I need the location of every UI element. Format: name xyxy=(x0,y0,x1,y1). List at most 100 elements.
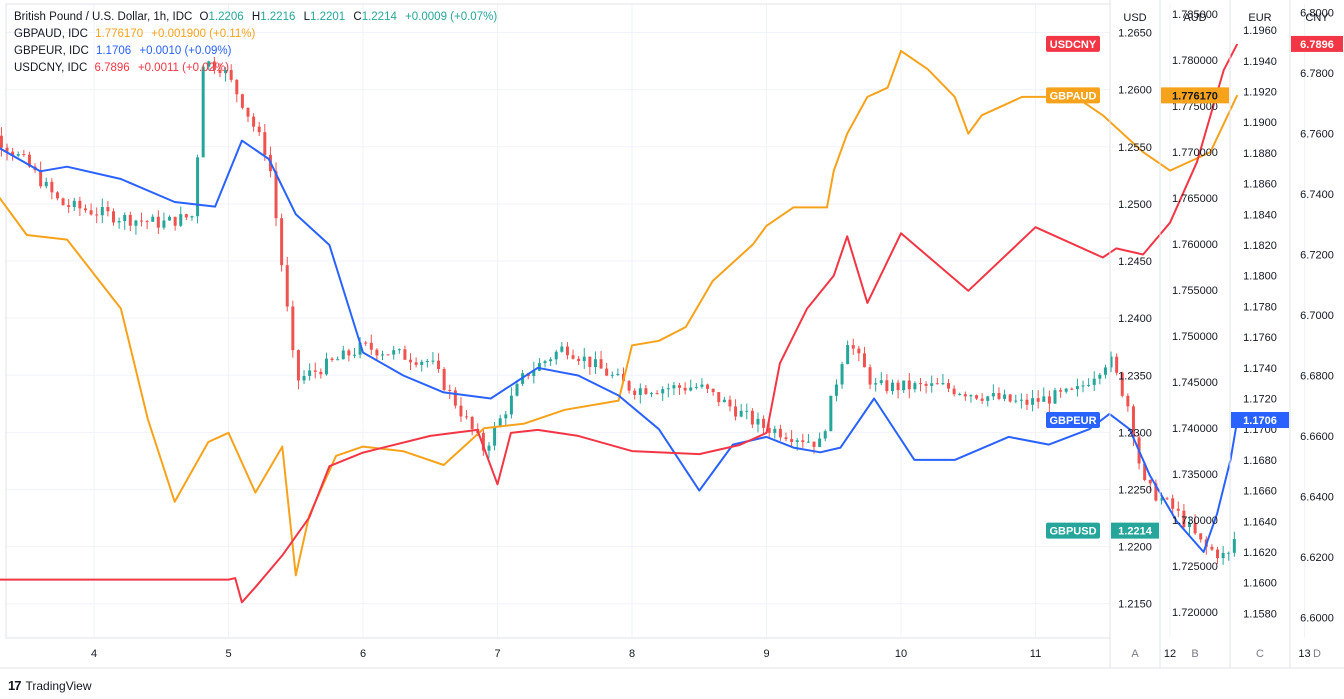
legend-gbpeur-change: +0.0010 (+0.09%) xyxy=(139,45,232,57)
candle-body xyxy=(123,214,127,222)
axis-currency-label: USD xyxy=(1123,12,1146,24)
candle-body xyxy=(829,395,833,432)
candle-body xyxy=(95,214,99,216)
candle-body xyxy=(112,211,116,223)
candle-body xyxy=(168,216,172,221)
axis-tick-label: 6.7600 xyxy=(1300,128,1334,140)
candle-body xyxy=(145,221,149,223)
series-price-text: 1.2214 xyxy=(1118,526,1153,538)
candle-body xyxy=(341,350,345,360)
candle-body xyxy=(72,200,76,207)
candle-body xyxy=(868,367,872,385)
candle-body xyxy=(543,361,547,364)
candle-body xyxy=(1081,385,1085,387)
candle-body xyxy=(1092,378,1096,385)
axis-tick-label: 1.745000 xyxy=(1172,377,1218,389)
candle-body xyxy=(1064,388,1068,392)
badge-gbpusd: GBPUSD 1.2214 xyxy=(1046,522,1159,539)
axis-tick-label: 1.765000 xyxy=(1172,193,1218,205)
candle-body xyxy=(218,70,222,74)
candle-body xyxy=(296,350,300,381)
candle-body xyxy=(1042,396,1046,402)
axis-tick-label: 1.770000 xyxy=(1172,147,1218,159)
candle-body xyxy=(952,388,956,395)
candle-body xyxy=(1171,498,1175,509)
candle-body xyxy=(481,432,485,451)
time-tick-label: 12 xyxy=(1164,648,1176,660)
candle-body xyxy=(610,374,614,376)
candle-body xyxy=(128,214,132,226)
axis-tick-label: 1.1780 xyxy=(1243,301,1277,313)
candle-body xyxy=(1165,498,1169,500)
candle-body xyxy=(683,387,687,391)
candle-body xyxy=(330,358,334,361)
axis-tick-label: 1.785000 xyxy=(1172,9,1218,21)
axis-tick-label: 1.1660 xyxy=(1243,486,1277,498)
axis-tick-label: 6.6000 xyxy=(1300,612,1334,624)
axis-tick-label: 1.2600 xyxy=(1118,85,1152,97)
candle-body xyxy=(750,410,754,425)
axis-id-label: A xyxy=(1131,648,1139,660)
candle-body xyxy=(420,361,424,365)
axis-tick-label: 1.1900 xyxy=(1243,117,1277,129)
candle-body xyxy=(1199,533,1203,540)
series-price-text: 1.1706 xyxy=(1243,415,1277,427)
candle-body xyxy=(806,441,810,443)
tradingview-logo-icon: 17 xyxy=(8,678,22,693)
candle-body xyxy=(650,393,654,395)
candle-body xyxy=(756,418,760,425)
candle-body xyxy=(582,356,586,362)
candle-body xyxy=(313,370,317,372)
candle-body xyxy=(638,388,642,395)
candle-body xyxy=(834,384,838,396)
candle-body xyxy=(874,383,878,385)
candle-body xyxy=(55,192,59,199)
candle-body xyxy=(257,126,261,133)
series-line-gbpeur xyxy=(0,139,1239,553)
candle-body xyxy=(134,220,138,226)
candle-body xyxy=(493,426,497,446)
candle-body xyxy=(179,214,183,226)
candle-body xyxy=(616,373,620,375)
candle-body xyxy=(846,345,850,365)
axis-tick-label: 6.6600 xyxy=(1300,431,1334,443)
tradingview-footer[interactable]: 17 TradingView xyxy=(8,678,92,693)
candle-body xyxy=(930,383,934,386)
candle-body xyxy=(403,349,407,360)
series-name-tag xyxy=(1046,87,1100,104)
axis-tick-label: 1.730000 xyxy=(1172,515,1218,527)
candle-body xyxy=(913,383,917,390)
gbpusd-candles xyxy=(0,57,1236,565)
series-line-gbpaud xyxy=(0,49,1239,577)
candle-body xyxy=(549,359,553,362)
time-tick-label: 4 xyxy=(91,648,97,660)
candle-body xyxy=(1227,552,1231,554)
axis-tick-label: 1.1680 xyxy=(1243,455,1277,467)
series-name-tag xyxy=(1046,522,1100,539)
time-tick-label: 7 xyxy=(494,648,500,660)
candle-body xyxy=(39,170,43,187)
candle-body xyxy=(246,107,250,117)
candle-body xyxy=(442,369,446,390)
legend-gbpaud-change: +0.001900 (+0.11%) xyxy=(151,28,256,40)
candle-body xyxy=(812,441,816,447)
candle-body xyxy=(1221,552,1225,559)
axis-tick-label: 1.1880 xyxy=(1243,148,1277,160)
candle-body xyxy=(885,380,889,392)
badge-usdcny: USDCNY 6.7896 xyxy=(1046,35,1343,52)
legend-change: +0.0009 (+0.07%) xyxy=(405,11,498,23)
axis-tick-label: 1.1920 xyxy=(1243,87,1277,99)
candle-body xyxy=(240,94,244,108)
axis-tick-label: 1.1940 xyxy=(1243,56,1277,68)
candle-body xyxy=(224,70,228,74)
axis-tick-label: 1.720000 xyxy=(1172,607,1218,619)
axis-currency-label: AUD xyxy=(1183,12,1206,24)
candle-body xyxy=(308,370,312,376)
candle-body xyxy=(83,208,87,211)
candle-body xyxy=(1059,390,1063,392)
candle-body xyxy=(1210,546,1214,550)
chart-legend: British Pound / U.S. Dollar, 1h, IDC O1.… xyxy=(14,9,502,77)
candle-body xyxy=(1019,399,1023,401)
candle-body xyxy=(975,395,979,399)
